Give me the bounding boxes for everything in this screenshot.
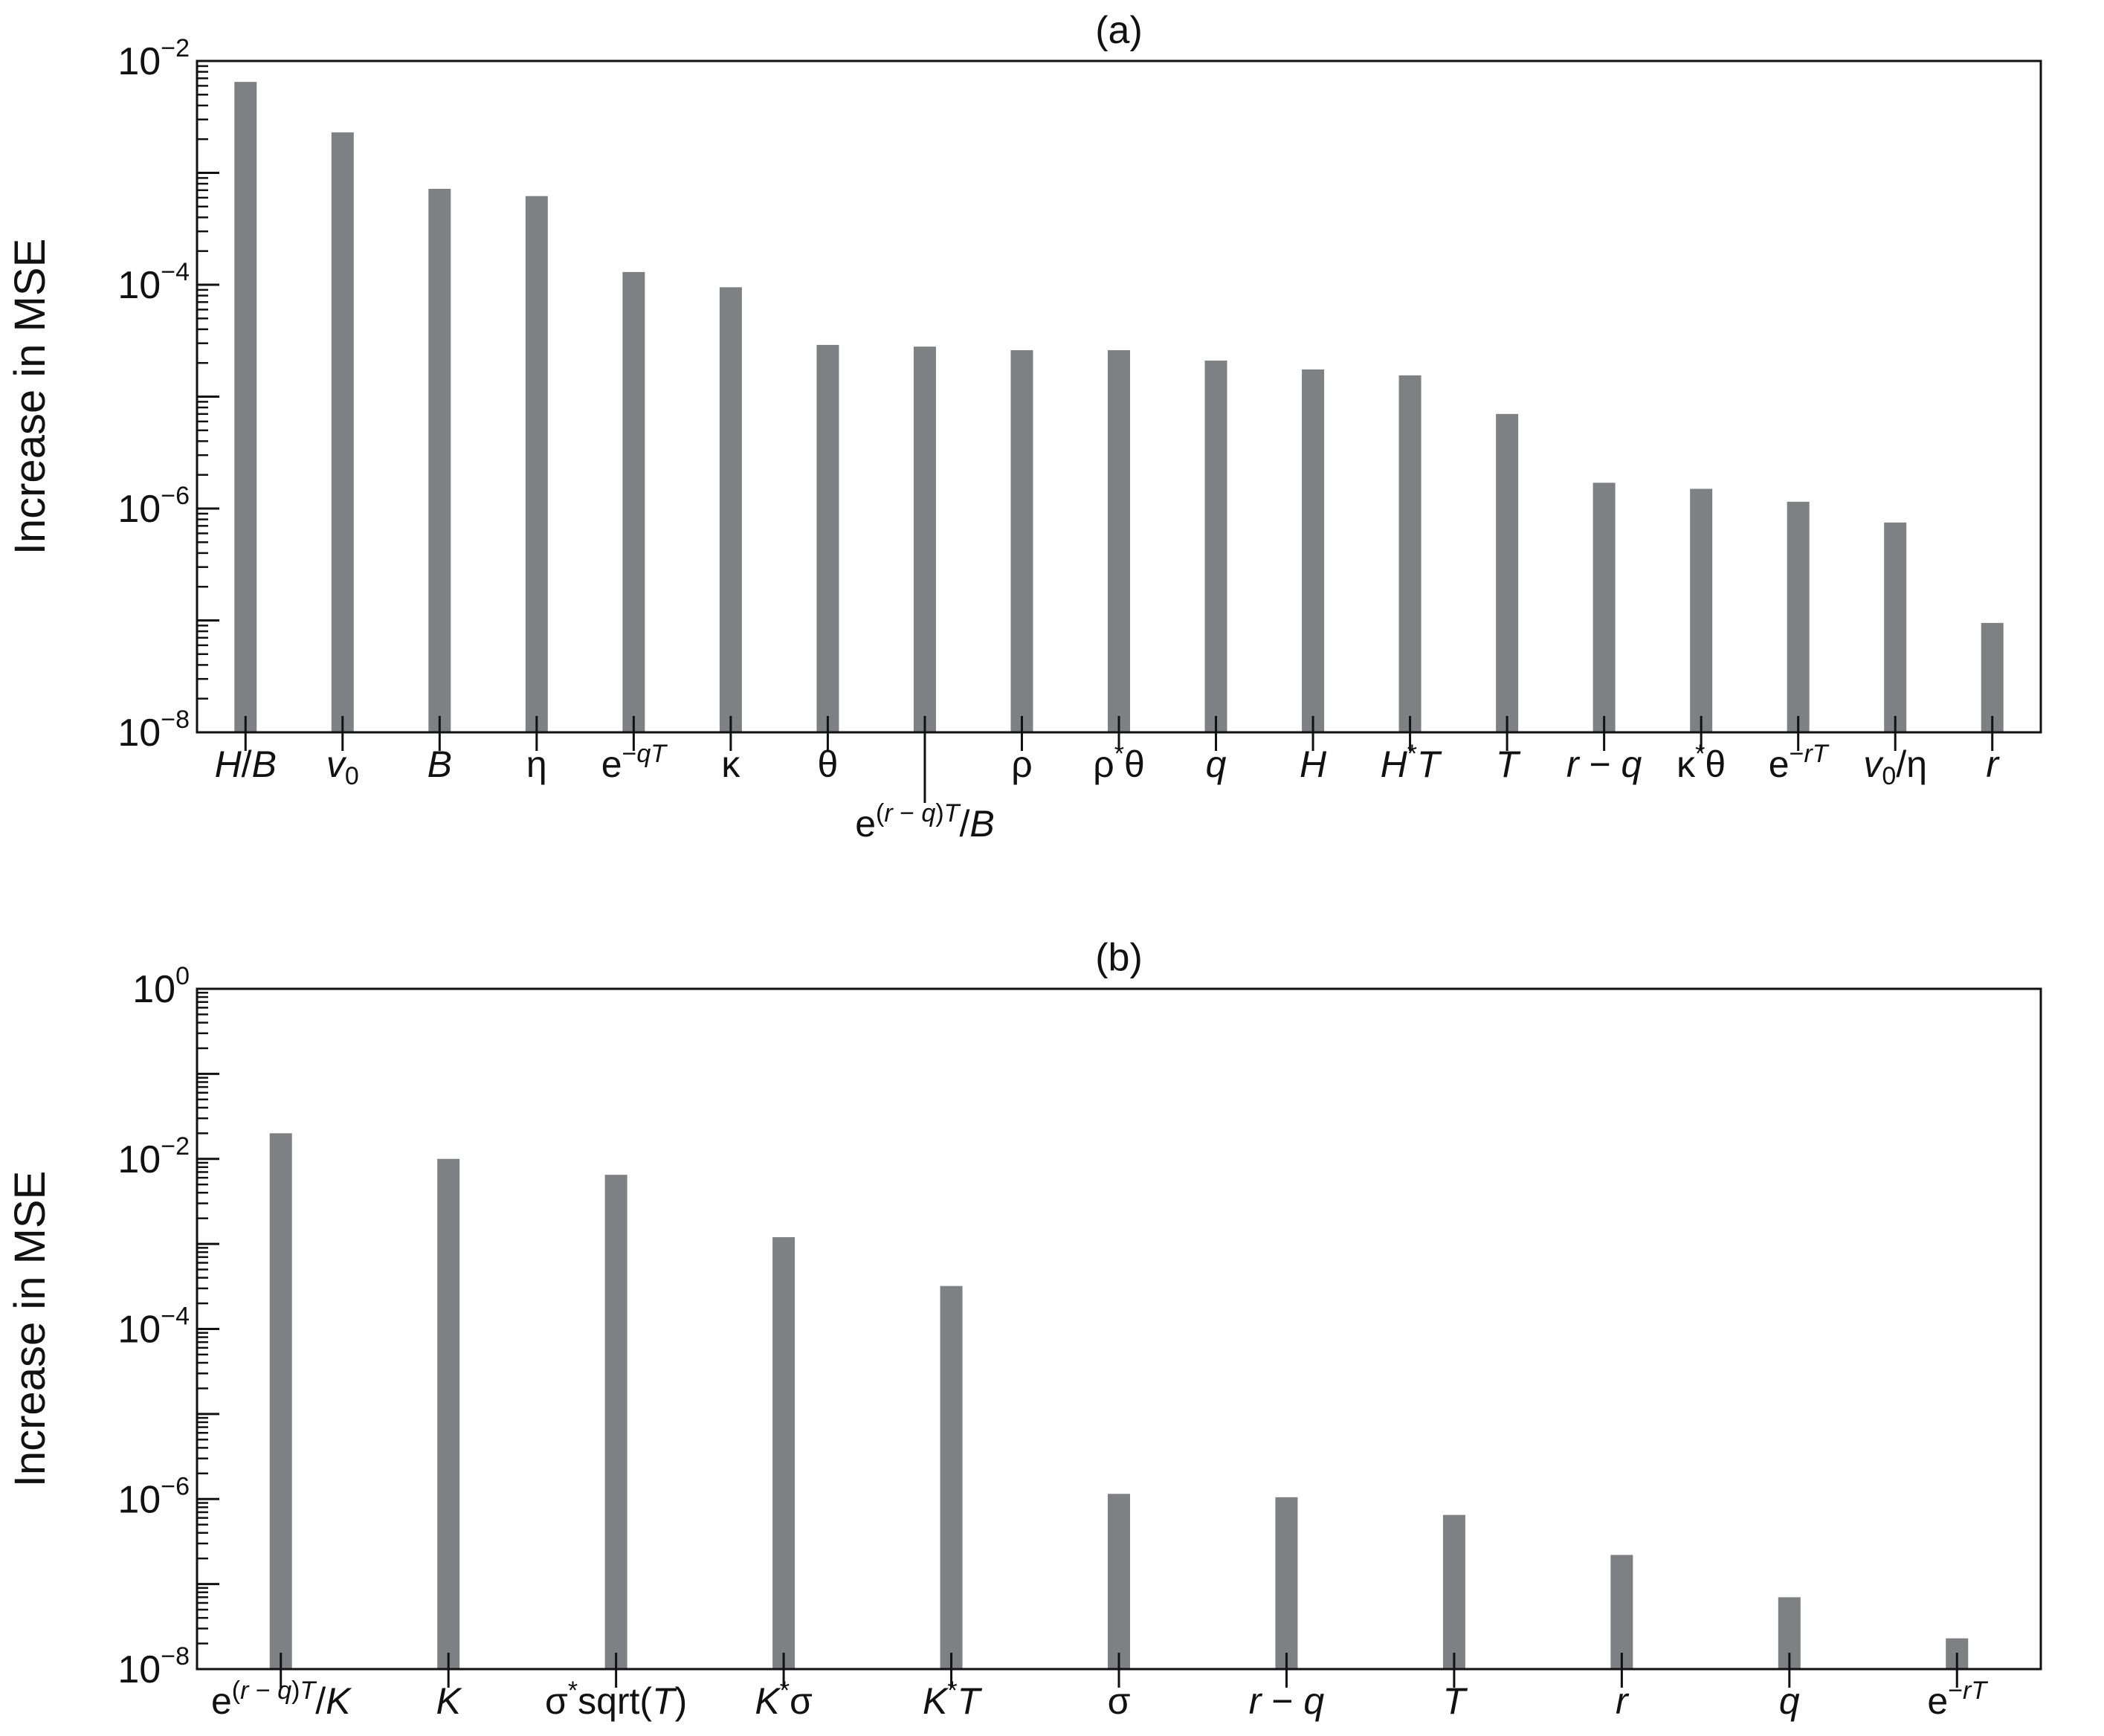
- bar: [234, 82, 257, 732]
- x-tick-label: K*σ: [755, 1677, 813, 1722]
- x-tick-label: κ: [721, 743, 740, 785]
- bar: [1275, 1497, 1298, 1669]
- bar: [1108, 350, 1130, 732]
- bar: [525, 196, 548, 732]
- y-tick-label: 10−6: [117, 1472, 190, 1521]
- y-tick-label: 10−6: [117, 482, 190, 531]
- y-tick-label: 100: [132, 962, 190, 1011]
- x-tick-label: κ*θ: [1677, 740, 1726, 785]
- x-tick-label: v0: [326, 743, 359, 790]
- x-tick-label: v0/η: [1863, 743, 1927, 790]
- bar: [1981, 622, 2004, 732]
- bar: [1442, 1514, 1465, 1669]
- bar: [269, 1133, 292, 1669]
- x-tick-label: e−qT: [601, 740, 668, 785]
- bar: [1302, 369, 1325, 732]
- x-tick-label: θ: [818, 743, 839, 785]
- x-tick-label: e(r − q)T/B: [855, 799, 995, 845]
- y-axis-label: Increase in MSE: [6, 239, 54, 555]
- x-tick-label: η: [526, 743, 547, 785]
- x-tick-label: r − q: [1566, 743, 1642, 785]
- x-tick-label: ρ*θ: [1093, 740, 1145, 785]
- x-tick-label: q: [1779, 1680, 1800, 1722]
- bar: [719, 287, 742, 732]
- x-tick-label: σ*sqrt(T): [545, 1677, 687, 1722]
- bar: [1690, 488, 1713, 732]
- x-tick-label: r: [1986, 743, 2000, 785]
- bar: [1884, 522, 1907, 732]
- bar: [940, 1285, 963, 1669]
- x-tick-label: r − q: [1249, 1680, 1325, 1722]
- x-tick-label: K: [436, 1680, 463, 1722]
- bar: [913, 346, 936, 732]
- bar: [1610, 1555, 1633, 1669]
- x-tick-label: e(r − q)T/K: [211, 1677, 352, 1722]
- y-axis-label: Increase in MSE: [6, 1171, 54, 1488]
- y-tick-label: 10−2: [117, 34, 190, 83]
- x-tick-label: T: [1443, 1680, 1468, 1722]
- y-tick-label: 10−4: [117, 1303, 190, 1352]
- bar: [1398, 375, 1422, 732]
- y-tick-label: 10−8: [117, 1642, 190, 1691]
- x-tick-label: q: [1206, 743, 1227, 785]
- bar: [1496, 413, 1519, 732]
- bar: [331, 132, 354, 733]
- x-tick-label: σ: [1108, 1680, 1131, 1722]
- bar: [1204, 361, 1227, 732]
- bar: [428, 188, 451, 733]
- y-tick-label: 10−4: [117, 258, 190, 307]
- x-tick-label: H/B: [215, 743, 277, 785]
- x-tick-label: T: [1496, 743, 1521, 785]
- x-tick-label: H: [1300, 743, 1327, 785]
- bar: [1787, 501, 1810, 732]
- bar: [1592, 483, 1616, 732]
- bar: [604, 1175, 627, 1669]
- chart-title: (b): [1095, 936, 1143, 979]
- bar: [437, 1158, 460, 1669]
- x-tick-label: r: [1616, 1680, 1630, 1722]
- bar: [622, 271, 645, 732]
- x-tick-label: K*T: [923, 1677, 983, 1722]
- bar: [816, 344, 839, 733]
- bar: [772, 1237, 796, 1669]
- chart-title: (a): [1095, 9, 1143, 52]
- y-tick-label: 10−8: [117, 706, 190, 755]
- x-tick-label: ρ: [1011, 743, 1032, 785]
- x-tick-label: e−rT: [1769, 740, 1830, 785]
- y-tick-label: 10−2: [117, 1132, 190, 1181]
- bar: [1010, 350, 1033, 732]
- x-tick-label: H*T: [1381, 740, 1442, 785]
- bar: [1108, 1494, 1130, 1669]
- x-tick-label: B: [427, 743, 452, 785]
- x-tick-label: e−rT: [1927, 1677, 1988, 1722]
